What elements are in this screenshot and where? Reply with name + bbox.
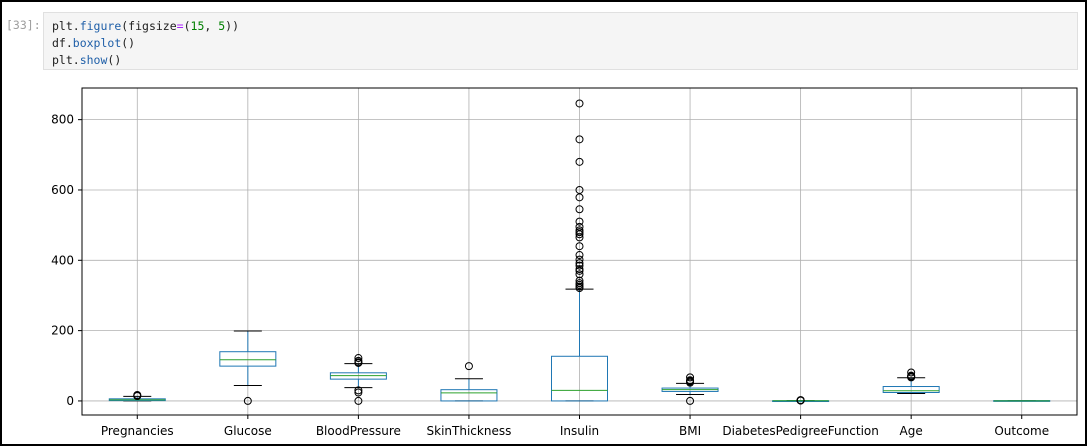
outlier-point (575, 135, 584, 144)
outlier-point (354, 388, 363, 397)
outlier-point (575, 226, 584, 235)
outlier-point (575, 259, 584, 268)
x-tick-label: Glucose (224, 424, 272, 438)
x-tick-label: Pregnancies (101, 424, 174, 438)
outlier-point (575, 242, 584, 251)
code-token: ( (183, 19, 191, 33)
box-iqr (551, 355, 608, 402)
outlier-point (907, 371, 916, 380)
x-tick-label: Insulin (560, 424, 599, 438)
code-token: plt. (52, 53, 80, 67)
box-BloodPressure (329, 354, 387, 405)
code-token: 5 (218, 19, 226, 33)
box-SkinThickness (440, 362, 498, 402)
x-tick-label: Outcome (994, 424, 1049, 438)
outlier-point (575, 205, 584, 214)
code-token: plt. (52, 19, 80, 33)
box-iqr (219, 351, 277, 367)
outlier-point (575, 157, 584, 166)
code-token: () (107, 53, 122, 67)
code-token: = (176, 19, 184, 33)
code-token: 15 (190, 19, 205, 33)
box-Glucose (219, 330, 277, 405)
x-tick-label: DiabetesPedigreeFunction (722, 424, 879, 438)
code-line: plt.figure(figsize=(15, 5)) (52, 18, 239, 35)
x-tick-label: SkinThickness (427, 424, 512, 438)
y-tick-label: 200 (51, 324, 74, 338)
code-token: () (121, 36, 136, 50)
outlier-point (796, 396, 805, 405)
box-Insulin (551, 99, 608, 402)
outlier-point (354, 356, 363, 365)
x-tick-label: Age (900, 424, 923, 438)
code-cell[interactable]: plt.figure(figsize=(15, 5)) df.boxplot() p… (43, 12, 1078, 70)
outlier-point (575, 99, 584, 108)
outlier-point (354, 354, 363, 363)
outlier-point (575, 261, 584, 270)
box-Age (882, 368, 940, 395)
code-token: df. (52, 36, 73, 50)
outlier-point (354, 396, 363, 405)
box-BMI (661, 373, 719, 405)
code-editor[interactable]: plt.figure(figsize=(15, 5)) df.boxplot() p… (52, 18, 239, 69)
outlier-point (354, 386, 363, 395)
outlier-point (575, 251, 584, 260)
code-token: )) (225, 19, 240, 33)
outlier-point (575, 276, 584, 285)
outlier-point (575, 279, 584, 288)
y-tick-label: 800 (51, 113, 74, 127)
box-Outcome (993, 400, 1051, 402)
outlier-point (686, 373, 695, 382)
outlier-point (907, 368, 916, 377)
code-token: boxplot (72, 36, 122, 50)
box-iqr (440, 389, 498, 402)
outlier-point (575, 255, 584, 264)
x-tick-label: BMI (679, 424, 701, 438)
outlier-point (464, 362, 473, 371)
code-token: (figsize (121, 19, 177, 33)
code-line: df.boxplot() (52, 35, 239, 52)
code-token: , (204, 19, 219, 33)
cell-prompt: [33]: (6, 18, 41, 32)
outlier-point (133, 390, 142, 399)
code-line: plt.show() (52, 52, 239, 69)
outlier-point (575, 217, 584, 226)
y-tick-label: 600 (51, 183, 74, 197)
outlier-point (243, 396, 252, 405)
box-Pregnancies (108, 390, 166, 402)
box-iqr (882, 386, 940, 393)
outlier-point (575, 185, 584, 194)
x-tick-label: BloodPressure (316, 424, 401, 438)
outlier-point (575, 222, 584, 231)
code-token: show (79, 53, 108, 67)
outlier-point (575, 270, 584, 279)
outlier-point (686, 396, 695, 405)
code-token: figure (79, 19, 122, 33)
box-DiabetesPedigreeFunction (772, 396, 830, 405)
outlier-point (575, 265, 584, 274)
y-tick-label: 400 (51, 253, 74, 267)
outlier-point (686, 376, 695, 385)
y-tick-label: 0 (66, 394, 74, 408)
